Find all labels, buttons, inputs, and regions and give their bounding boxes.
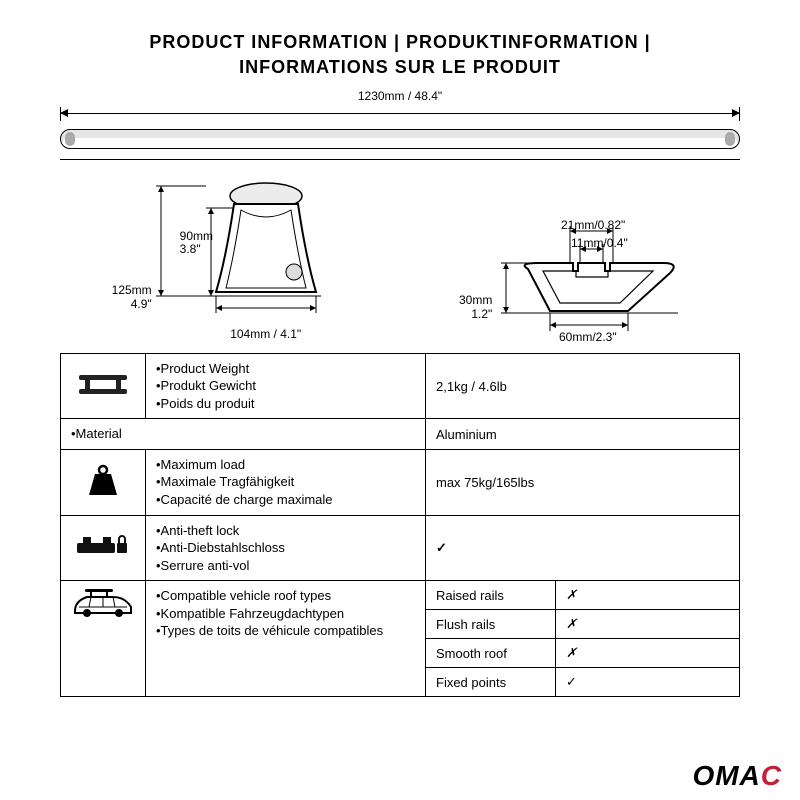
row-weight: •Product Weight •Produkt Gewicht •Poids … (61, 353, 740, 419)
row-lock: •Anti-theft lock •Anti-Diebstahlschloss … (61, 515, 740, 581)
profile-width: 60mm/2.3" (559, 331, 617, 344)
brand-logo: OMAC (692, 760, 782, 792)
crossbar-top-view (60, 129, 740, 149)
lock-icon (61, 515, 146, 581)
foot-height-inner: 90mm 3.8" (180, 230, 213, 256)
dim-length: 1230mm / 48.4" (60, 90, 740, 103)
profile-diagram: 21mm/0.82" 11mm/0.4" 30mm 1.2" (459, 221, 688, 341)
row-material: •Material Aluminium (61, 419, 740, 450)
row-roof-raised: •Compatible vehicle roof types •Kompatib… (61, 581, 740, 610)
spec-table: •Product Weight •Produkt Gewicht •Poids … (60, 353, 740, 697)
divider (60, 159, 740, 160)
foot-diagram: 125mm 4.9" (112, 178, 326, 341)
profile-slot-outer: 21mm/0.82" (561, 219, 625, 232)
foot-width: 104mm / 4.1" (206, 328, 326, 341)
profile-height: 30mm 1.2" (459, 294, 492, 340)
weight-icon (61, 449, 146, 515)
foot-height-outer: 125mm 4.9" (112, 284, 152, 340)
page-title: PRODUCT INFORMATION | PRODUKTINFORMATION… (60, 30, 740, 80)
checkmark: ✓ (426, 515, 740, 581)
car-icon (61, 581, 146, 697)
row-maxload: •Maximum load •Maximale Tragfähigkeit •C… (61, 449, 740, 515)
length-dim-line (60, 107, 740, 121)
bars-icon (61, 353, 146, 419)
profile-slot-inner: 11mm/0.4" (571, 237, 628, 250)
